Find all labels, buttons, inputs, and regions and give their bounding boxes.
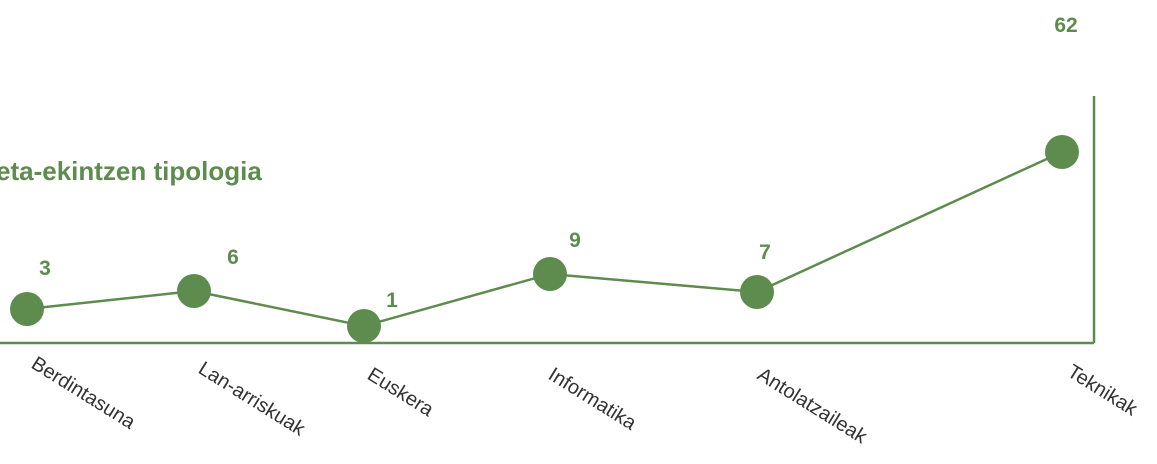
x-tick-label-berdintasuna: Berdintasuna [27,353,139,435]
series-group [10,135,1079,343]
x-tick-label-teknikak: Teknikak [1063,361,1141,421]
x-tick-group: Berdintasuna Lan-arriskuak Euskera Informat… [27,353,1141,449]
series-line [26,150,1063,328]
data-point-antolatzaileak [740,275,774,309]
x-tick-label-lan-arriskuak: Lan-arriskuak [194,358,309,441]
data-point-lan-arriskuak [177,274,211,308]
data-label-group: 3 6 1 9 7 62 [39,14,1078,312]
data-point-berdintasuna [10,292,44,326]
data-point-informatika [533,257,567,291]
data-label-informatika: 9 [569,229,581,252]
data-label-antolatzaileak: 7 [759,241,771,264]
x-tick-label-antolatzaileak: Antolatzaileak [753,364,871,449]
data-label-berdintasuna: 3 [39,257,51,280]
data-point-teknikak [1045,135,1079,169]
data-label-euskera: 1 [386,289,398,312]
data-label-teknikak: 62 [1054,14,1077,37]
data-point-euskera [347,309,381,343]
axis-group [0,96,1096,345]
x-tick-label-euskera: Euskera [363,364,438,422]
data-label-lan-arriskuak: 6 [227,246,239,269]
chart-title: eta-ekintzen tipologia [0,156,262,186]
x-tick-label-informatika: Informatika [544,364,640,436]
